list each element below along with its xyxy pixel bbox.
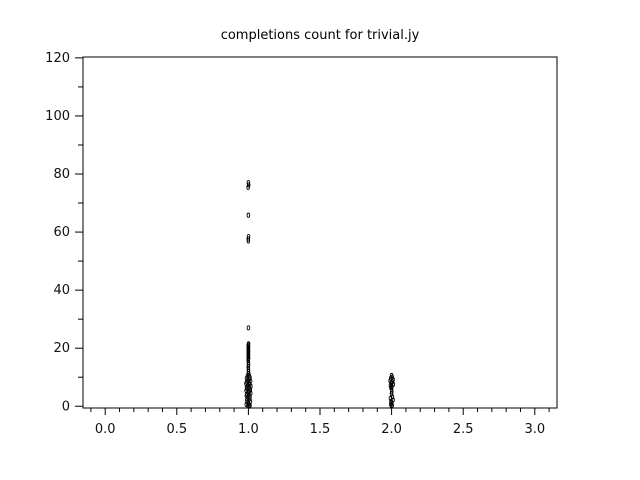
x-tick-label: 1.0 xyxy=(238,422,259,437)
y-tick-label: 120 xyxy=(45,51,70,66)
x-tick-label: 2.5 xyxy=(453,422,474,437)
x-tick-label: 0.5 xyxy=(166,422,187,437)
axes-frame xyxy=(82,56,558,409)
data-point xyxy=(246,325,251,331)
data-point xyxy=(246,362,251,368)
data-point xyxy=(246,357,251,363)
data-point xyxy=(246,180,251,186)
data-point xyxy=(246,212,251,218)
y-tick-label: 80 xyxy=(53,167,70,182)
data-point xyxy=(246,184,250,190)
y-tick-label: 20 xyxy=(53,341,70,356)
x-tick-label: 2.0 xyxy=(381,422,402,437)
y-tick-label: 0 xyxy=(62,399,70,414)
chart-title: completions count for trivial.jy xyxy=(220,28,420,43)
y-tick-label: 60 xyxy=(53,225,70,240)
data-point xyxy=(390,402,394,408)
y-tick-label: 40 xyxy=(53,283,70,298)
data-point xyxy=(389,389,394,395)
data-point xyxy=(247,403,252,409)
x-tick-label: 0.0 xyxy=(95,422,116,437)
x-tick-label: 3.0 xyxy=(524,422,545,437)
y-tick-label: 100 xyxy=(45,109,70,124)
x-tick-label: 1.5 xyxy=(310,422,331,437)
data-point xyxy=(246,238,251,244)
data-point xyxy=(389,403,394,409)
data-point xyxy=(246,364,251,370)
data-point xyxy=(244,401,248,408)
